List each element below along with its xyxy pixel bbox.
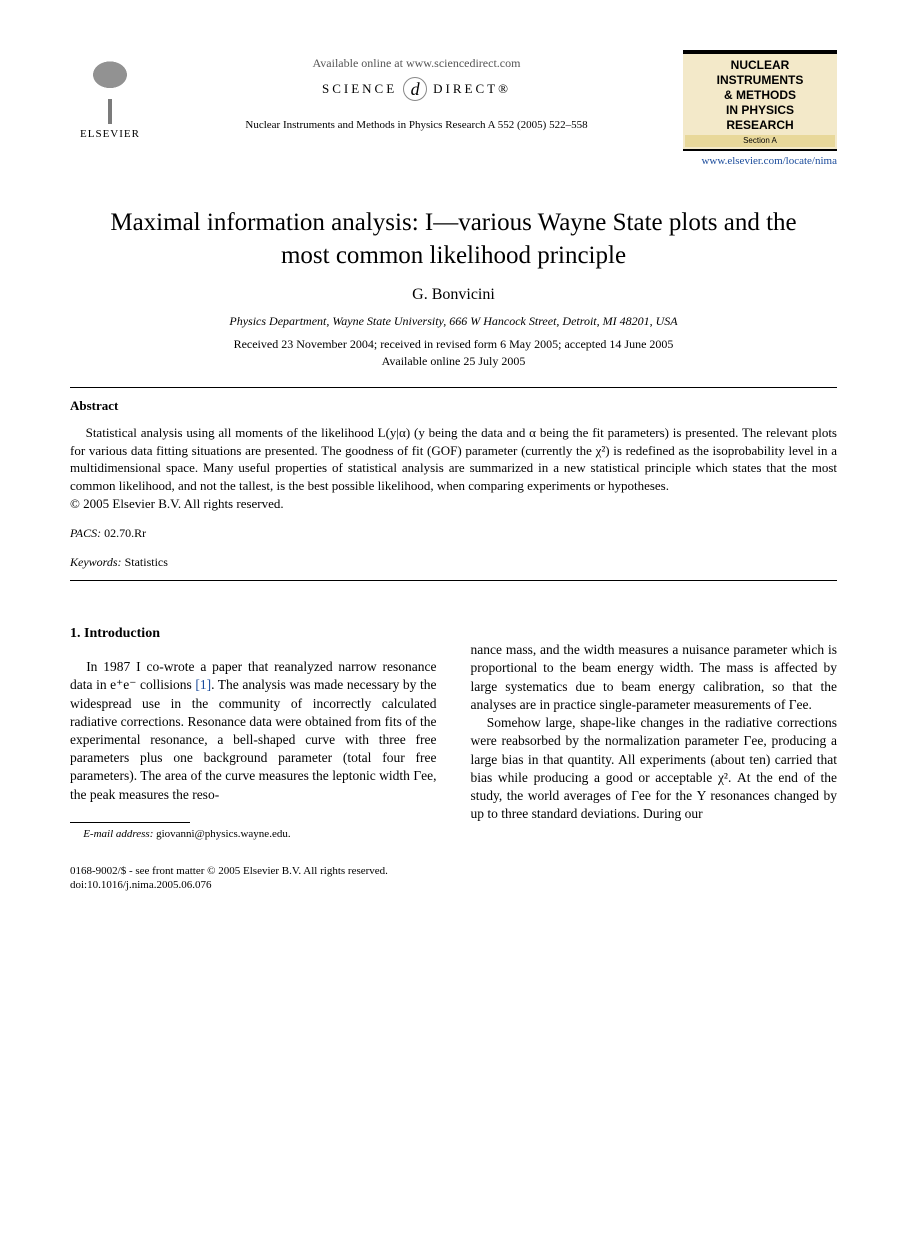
- rule-below-abstract: [70, 580, 837, 581]
- paper-page: ELSEVIER Available online at www.science…: [0, 0, 907, 932]
- pacs-label: PACS:: [70, 526, 101, 540]
- footnote-email: giovanni@physics.wayne.edu.: [153, 828, 290, 840]
- available-online-text: Available online at www.sciencedirect.co…: [150, 56, 683, 71]
- body-columns: 1. Introduction In 1987 I co-wrote a pap…: [70, 599, 837, 841]
- journal-reference: Nuclear Instruments and Methods in Physi…: [150, 119, 683, 131]
- dates-line2: Available online 25 July 2005: [70, 354, 837, 369]
- col1-p1b: . The analysis was made necessary by the…: [70, 677, 437, 801]
- science-direct-logo: SCIENCE d DIRECT®: [150, 77, 683, 101]
- author: G. Bonvicini: [70, 286, 837, 304]
- journal-box-wrap: NUCLEAR INSTRUMENTS & METHODS IN PHYSICS…: [683, 50, 837, 167]
- section-1-heading: 1. Introduction: [70, 625, 437, 644]
- affiliation: Physics Department, Wayne State Universi…: [70, 314, 837, 329]
- jbox-line2: INSTRUMENTS: [685, 73, 835, 88]
- jbox-line3: & METHODS: [685, 88, 835, 103]
- keywords-line: Keywords: Statistics: [70, 555, 837, 570]
- sd-right: DIRECT®: [433, 81, 511, 97]
- rule-above-abstract: [70, 387, 837, 388]
- footer-line1: 0168-9002/$ - see front matter © 2005 El…: [70, 864, 837, 878]
- keywords-value: Statistics: [122, 555, 168, 569]
- keywords-label: Keywords:: [70, 555, 122, 569]
- pacs-line: PACS: 02.70.Rr: [70, 526, 837, 541]
- jbox-line5: RESEARCH: [685, 118, 835, 133]
- journal-url[interactable]: www.elsevier.com/locate/nima: [683, 155, 837, 167]
- col2-para1: nance mass, and the width measures a nui…: [471, 641, 838, 714]
- dates-line1: Received 23 November 2004; received in r…: [70, 337, 837, 352]
- right-column: nance mass, and the width measures a nui…: [471, 599, 838, 841]
- journal-box: NUCLEAR INSTRUMENTS & METHODS IN PHYSICS…: [683, 50, 837, 151]
- center-header: Available online at www.sciencedirect.co…: [150, 50, 683, 131]
- footer-line2: doi:10.1016/j.nima.2005.06.076: [70, 878, 837, 892]
- footer: 0168-9002/$ - see front matter © 2005 El…: [70, 864, 837, 893]
- footnote-separator: [70, 822, 190, 823]
- abstract-text: Statistical analysis using all moments o…: [70, 424, 837, 494]
- header-row: ELSEVIER Available online at www.science…: [70, 50, 837, 167]
- jbox-section: Section A: [685, 135, 835, 147]
- abstract-label: Abstract: [70, 398, 837, 414]
- paper-title: Maximal information analysis: I—various …: [90, 207, 817, 272]
- pacs-value: 02.70.Rr: [101, 526, 146, 540]
- footnote-label: E-mail address:: [83, 828, 153, 840]
- sd-left: SCIENCE: [322, 81, 397, 97]
- elsevier-tree-icon: [80, 59, 140, 124]
- sd-d-icon: d: [403, 77, 427, 101]
- elsevier-logo: ELSEVIER: [70, 50, 150, 140]
- publisher-name: ELSEVIER: [80, 128, 140, 140]
- left-column: 1. Introduction In 1987 I co-wrote a pap…: [70, 599, 437, 841]
- col2-para2: Somehow large, shape-like changes in the…: [471, 714, 838, 823]
- jbox-line1: NUCLEAR: [685, 58, 835, 73]
- footnote: E-mail address: giovanni@physics.wayne.e…: [70, 827, 437, 842]
- jbox-line4: IN PHYSICS: [685, 103, 835, 118]
- ref-1-link[interactable]: [1]: [195, 677, 211, 692]
- copyright: © 2005 Elsevier B.V. All rights reserved…: [70, 496, 837, 512]
- col1-para1: In 1987 I co-wrote a paper that reanalyz…: [70, 658, 437, 804]
